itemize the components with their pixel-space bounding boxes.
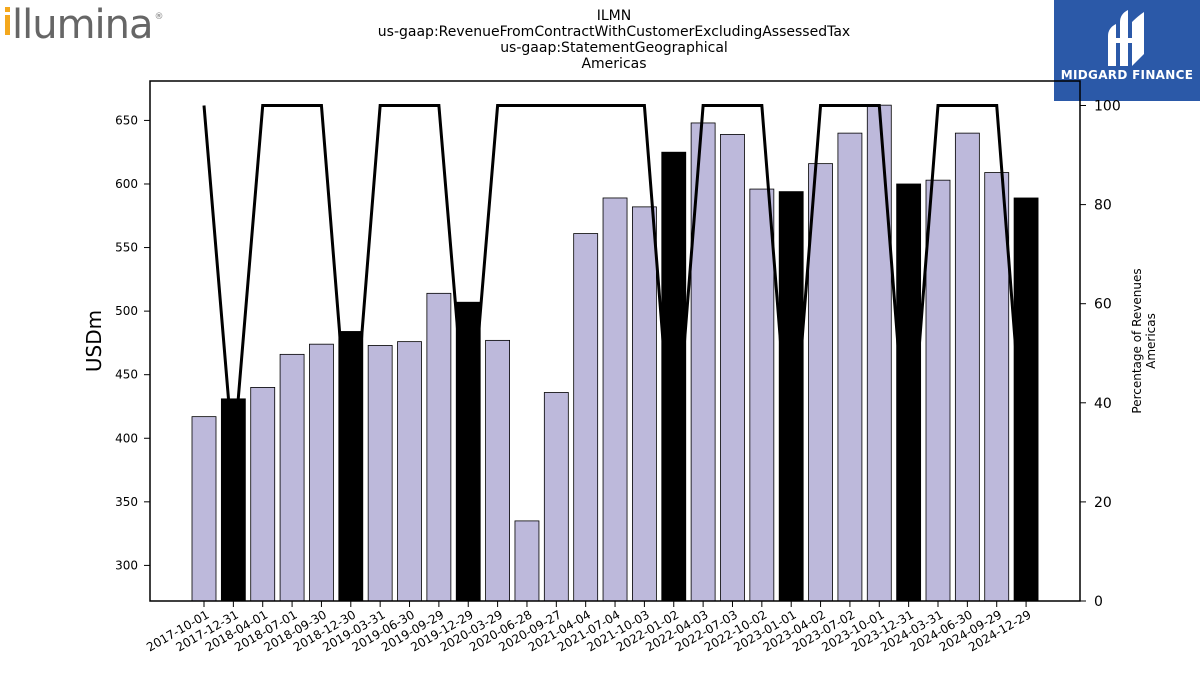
bar xyxy=(602,197,628,602)
bar xyxy=(250,387,276,602)
y-axis-label: USDm xyxy=(82,310,106,372)
y-tick-label: 400 xyxy=(115,431,138,445)
y2-tick-label: 60 xyxy=(1094,297,1112,313)
logo-i-letter xyxy=(4,0,12,48)
bar xyxy=(632,206,657,602)
chart-title-line: ILMN xyxy=(597,8,631,24)
chart-title-line: us-gaap:RevenueFromContractWithCustomerE… xyxy=(378,24,850,40)
bar xyxy=(954,132,980,602)
bar xyxy=(543,392,569,602)
y-tick-label: 600 xyxy=(115,177,138,191)
bar xyxy=(397,341,422,602)
chart-title: ILMNus-gaap:RevenueFromContractWithCusto… xyxy=(378,8,850,72)
bar xyxy=(279,353,305,602)
midgard-mark-icon xyxy=(1108,10,1144,66)
y2-tick-label: 80 xyxy=(1094,198,1112,214)
midgard-finance-logo: MIDGARD FINANCE xyxy=(1054,0,1200,101)
bar xyxy=(1013,197,1039,602)
y-tick-label: 300 xyxy=(115,558,138,572)
bar xyxy=(514,520,540,602)
y-tick-label: 500 xyxy=(115,304,138,318)
bar xyxy=(309,343,334,602)
y2-tick-label: 40 xyxy=(1094,396,1112,412)
bar xyxy=(426,292,452,602)
illumina-logo: illumina llumina ® xyxy=(4,2,164,48)
bar-series xyxy=(191,104,1039,602)
y-tick-label: 350 xyxy=(115,495,138,509)
y2-tick-label: 100 xyxy=(1094,99,1121,115)
y2-tick-label: 20 xyxy=(1094,495,1112,511)
chart-title-line: us-gaap:StatementGeographical xyxy=(500,40,728,56)
bar xyxy=(808,163,833,602)
bar xyxy=(191,416,217,602)
y-tick-label: 650 xyxy=(115,113,138,127)
bar xyxy=(367,345,393,602)
bar xyxy=(778,191,804,602)
midgard-finance-text: MIDGARD FINANCE xyxy=(1060,68,1194,82)
series-line xyxy=(202,104,1028,483)
chart-title-line: Americas xyxy=(581,56,646,72)
logo-wordmark-visible: llumina xyxy=(12,2,154,48)
y2-axis-label: Percentage of Revenues xyxy=(1130,268,1144,413)
y2-axis-label: Americas xyxy=(1144,313,1158,369)
bar xyxy=(220,398,246,602)
registered-mark: ® xyxy=(154,12,164,22)
bar xyxy=(573,233,599,602)
y2-tick-label: 0 xyxy=(1094,594,1103,610)
y-tick-label: 550 xyxy=(115,241,138,255)
bar xyxy=(837,132,863,602)
bar xyxy=(485,339,511,602)
bar xyxy=(720,133,745,602)
bar xyxy=(749,188,775,602)
bar xyxy=(984,172,1010,602)
percentage-line-series xyxy=(202,104,1028,483)
bar xyxy=(866,104,892,602)
bar xyxy=(925,179,951,602)
y-tick-label: 450 xyxy=(115,368,138,382)
